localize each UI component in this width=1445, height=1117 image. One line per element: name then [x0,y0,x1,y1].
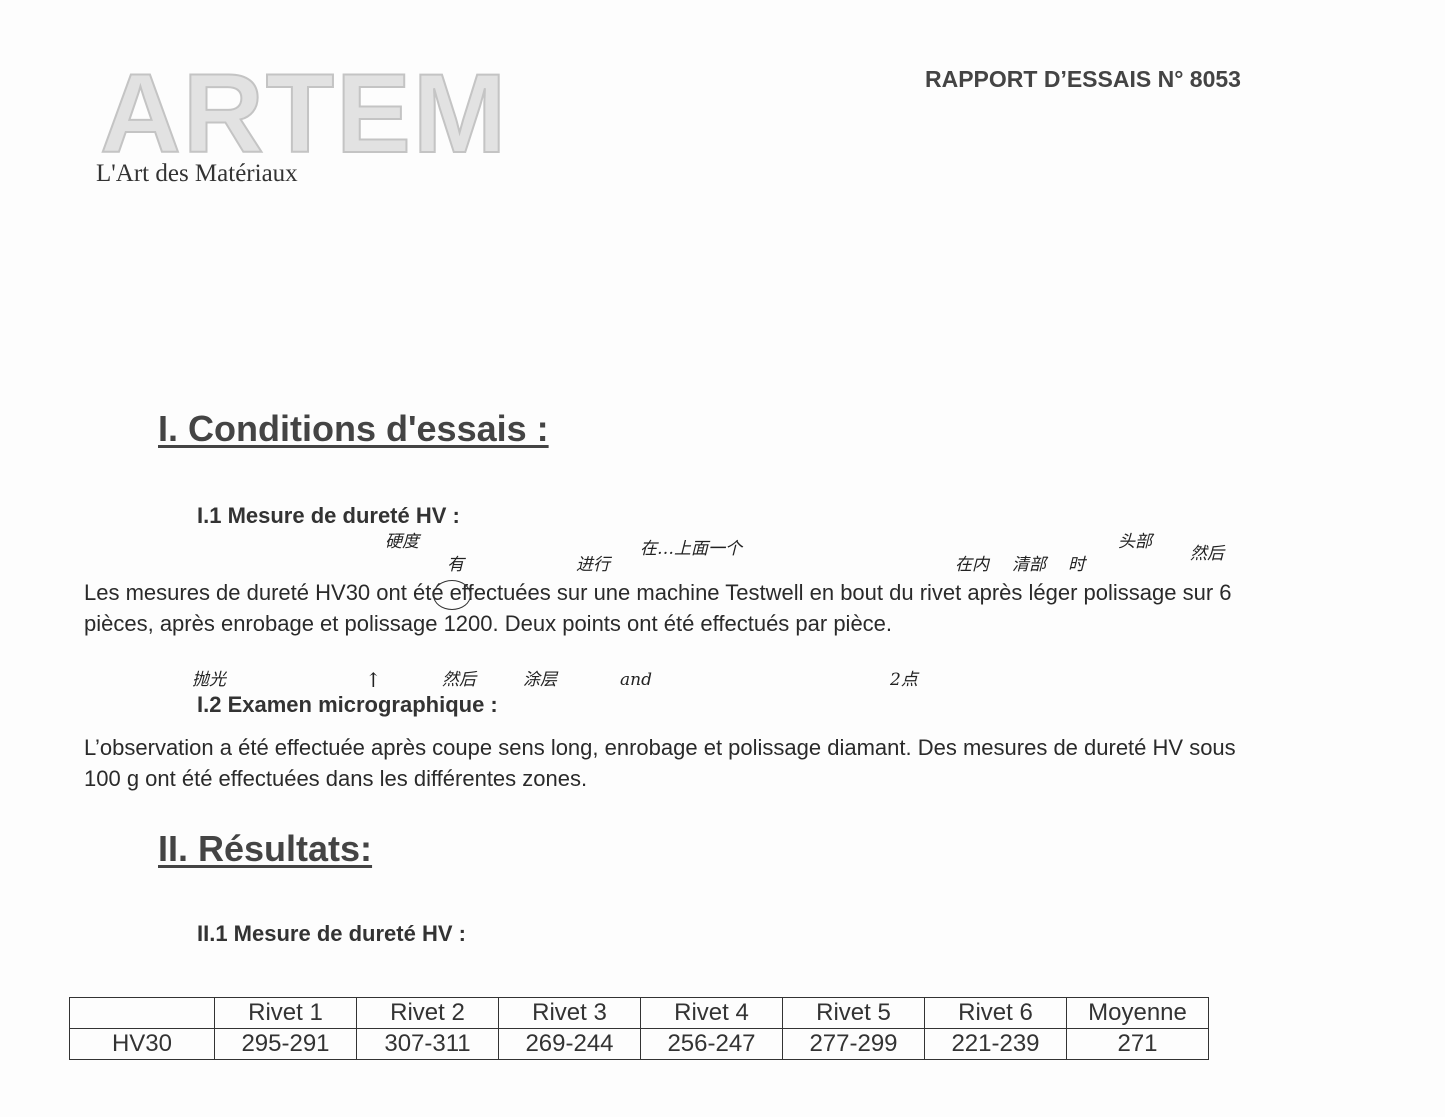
handwritten-note: 头部 [1118,532,1152,552]
subsection-1-2-text: L’observation a été effectuée après coup… [84,735,1236,791]
handwritten-note: 然后 [442,670,476,690]
table-header-row: Rivet 1 Rivet 2 Rivet 3 Rivet 4 Rivet 5 … [69,997,1209,1029]
table-header-cell: Rivet 4 [640,997,783,1029]
table-row: HV30 295-291 307-311 269-244 256-247 277… [69,1028,1209,1060]
logo-tagline: L'Art des Matériaux [96,160,298,187]
table-header-cell: Rivet 5 [782,997,925,1029]
handwritten-note: 硬度 [385,532,419,552]
handwritten-note: 抛光 [192,670,226,690]
table-header-cell: Rivet 2 [356,997,499,1029]
handwritten-note: 然后 [1190,544,1224,564]
table-cell: 271 [1066,1028,1209,1060]
table-header-cell [69,997,215,1029]
handwritten-note: 有 [447,555,464,575]
handwritten-arrow: ↑ [365,668,382,692]
table-cell: 307-311 [356,1028,499,1060]
artem-logo: ARTEM [99,51,509,176]
section-2-title: II. Résultats: [158,828,373,869]
subsection-1-1-text: Les mesures de dureté HV30 ont été effec… [84,580,1232,636]
table-cell: 221-239 [924,1028,1067,1060]
handwritten-circle [433,580,471,610]
table-header-cell: Rivet 1 [214,997,357,1029]
handwritten-note: and [620,670,652,690]
handwritten-note: 在…上面一个 [640,539,742,559]
table-header-cell: Moyenne [1066,997,1209,1029]
subsection-1-1-title: I.1 Mesure de dureté HV : [197,503,460,528]
section-1-title: I. Conditions d'essais : [158,408,549,449]
report-title: RAPPORT D’ESSAIS N° 8053 [925,66,1241,92]
handwritten-note: 清部 [1012,555,1046,575]
handwritten-note: 2点 [890,670,918,690]
handwritten-note: 进行 [576,555,610,575]
table-header-cell: Rivet 3 [498,997,641,1029]
table-cell: 295-291 [214,1028,357,1060]
handwritten-note: 在内 [955,555,989,575]
table-header-cell: Rivet 6 [924,997,1067,1029]
handwritten-note: 涂层 [523,670,557,690]
subsection-1-2-title: I.2 Examen micrographique : [197,692,498,717]
table-cell: 277-299 [782,1028,925,1060]
table-cell: 269-244 [498,1028,641,1060]
table-cell: 256-247 [640,1028,783,1060]
hardness-table: Rivet 1 Rivet 2 Rivet 3 Rivet 4 Rivet 5 … [69,997,1209,1060]
subsection-2-1-title: II.1 Mesure de dureté HV : [197,921,466,946]
table-cell: HV30 [69,1028,215,1060]
handwritten-note: 时 [1068,555,1085,575]
